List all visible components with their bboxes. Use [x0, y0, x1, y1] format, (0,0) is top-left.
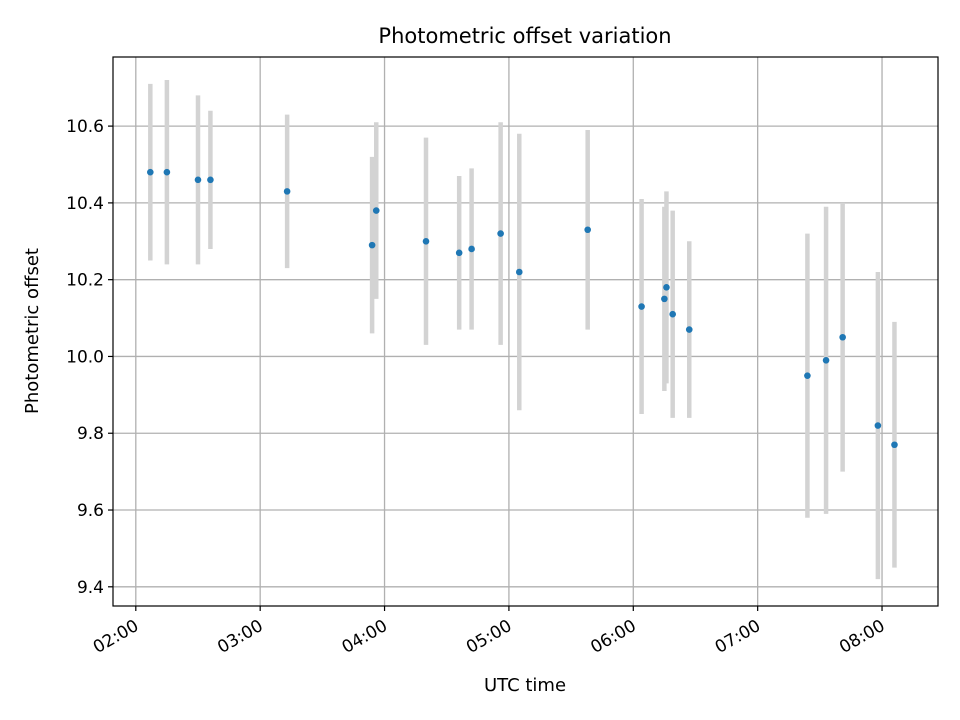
data-point: [422, 237, 430, 245]
data-point: [468, 245, 475, 253]
data-point: [372, 207, 380, 214]
y-axis: 9.4 9.6 9.8 10.0 10.2 10.4 10.6: [66, 117, 113, 598]
data-point: [891, 441, 898, 449]
data-point: [147, 168, 154, 176]
y-tick-label: 9.4: [77, 578, 104, 598]
data-point: [368, 241, 376, 249]
data-point: [163, 168, 171, 176]
chart-title: Photometric offset variation: [378, 24, 671, 48]
y-tick-label: 9.8: [77, 424, 104, 444]
grid: [113, 57, 938, 606]
data-point: [283, 188, 291, 195]
data-point: [804, 372, 811, 379]
data-point: [669, 310, 676, 318]
y-tick-label: 10.2: [66, 271, 104, 291]
plot-frame: [112, 56, 939, 607]
data-point: [822, 356, 830, 364]
data-point: [515, 268, 523, 276]
y-tick-label: 9.6: [77, 501, 104, 521]
data-point: [839, 333, 846, 341]
data-point: [663, 284, 670, 291]
y-tick-label: 10.4: [66, 194, 104, 214]
data-point: [638, 303, 645, 310]
y-tick-label: 10.0: [66, 347, 104, 367]
data-point: [874, 422, 882, 429]
data-point: [685, 326, 693, 333]
data-point: [497, 230, 504, 237]
data-points: [147, 168, 898, 449]
data-point: [455, 249, 463, 257]
data-point: [661, 295, 668, 303]
x-axis-title: UTC time: [484, 675, 566, 696]
data-point: [194, 176, 202, 184]
data-point: [584, 226, 591, 234]
data-point: [207, 176, 214, 184]
y-tick-label: 10.6: [66, 117, 104, 137]
y-axis-title: Photometric offset: [22, 248, 43, 414]
